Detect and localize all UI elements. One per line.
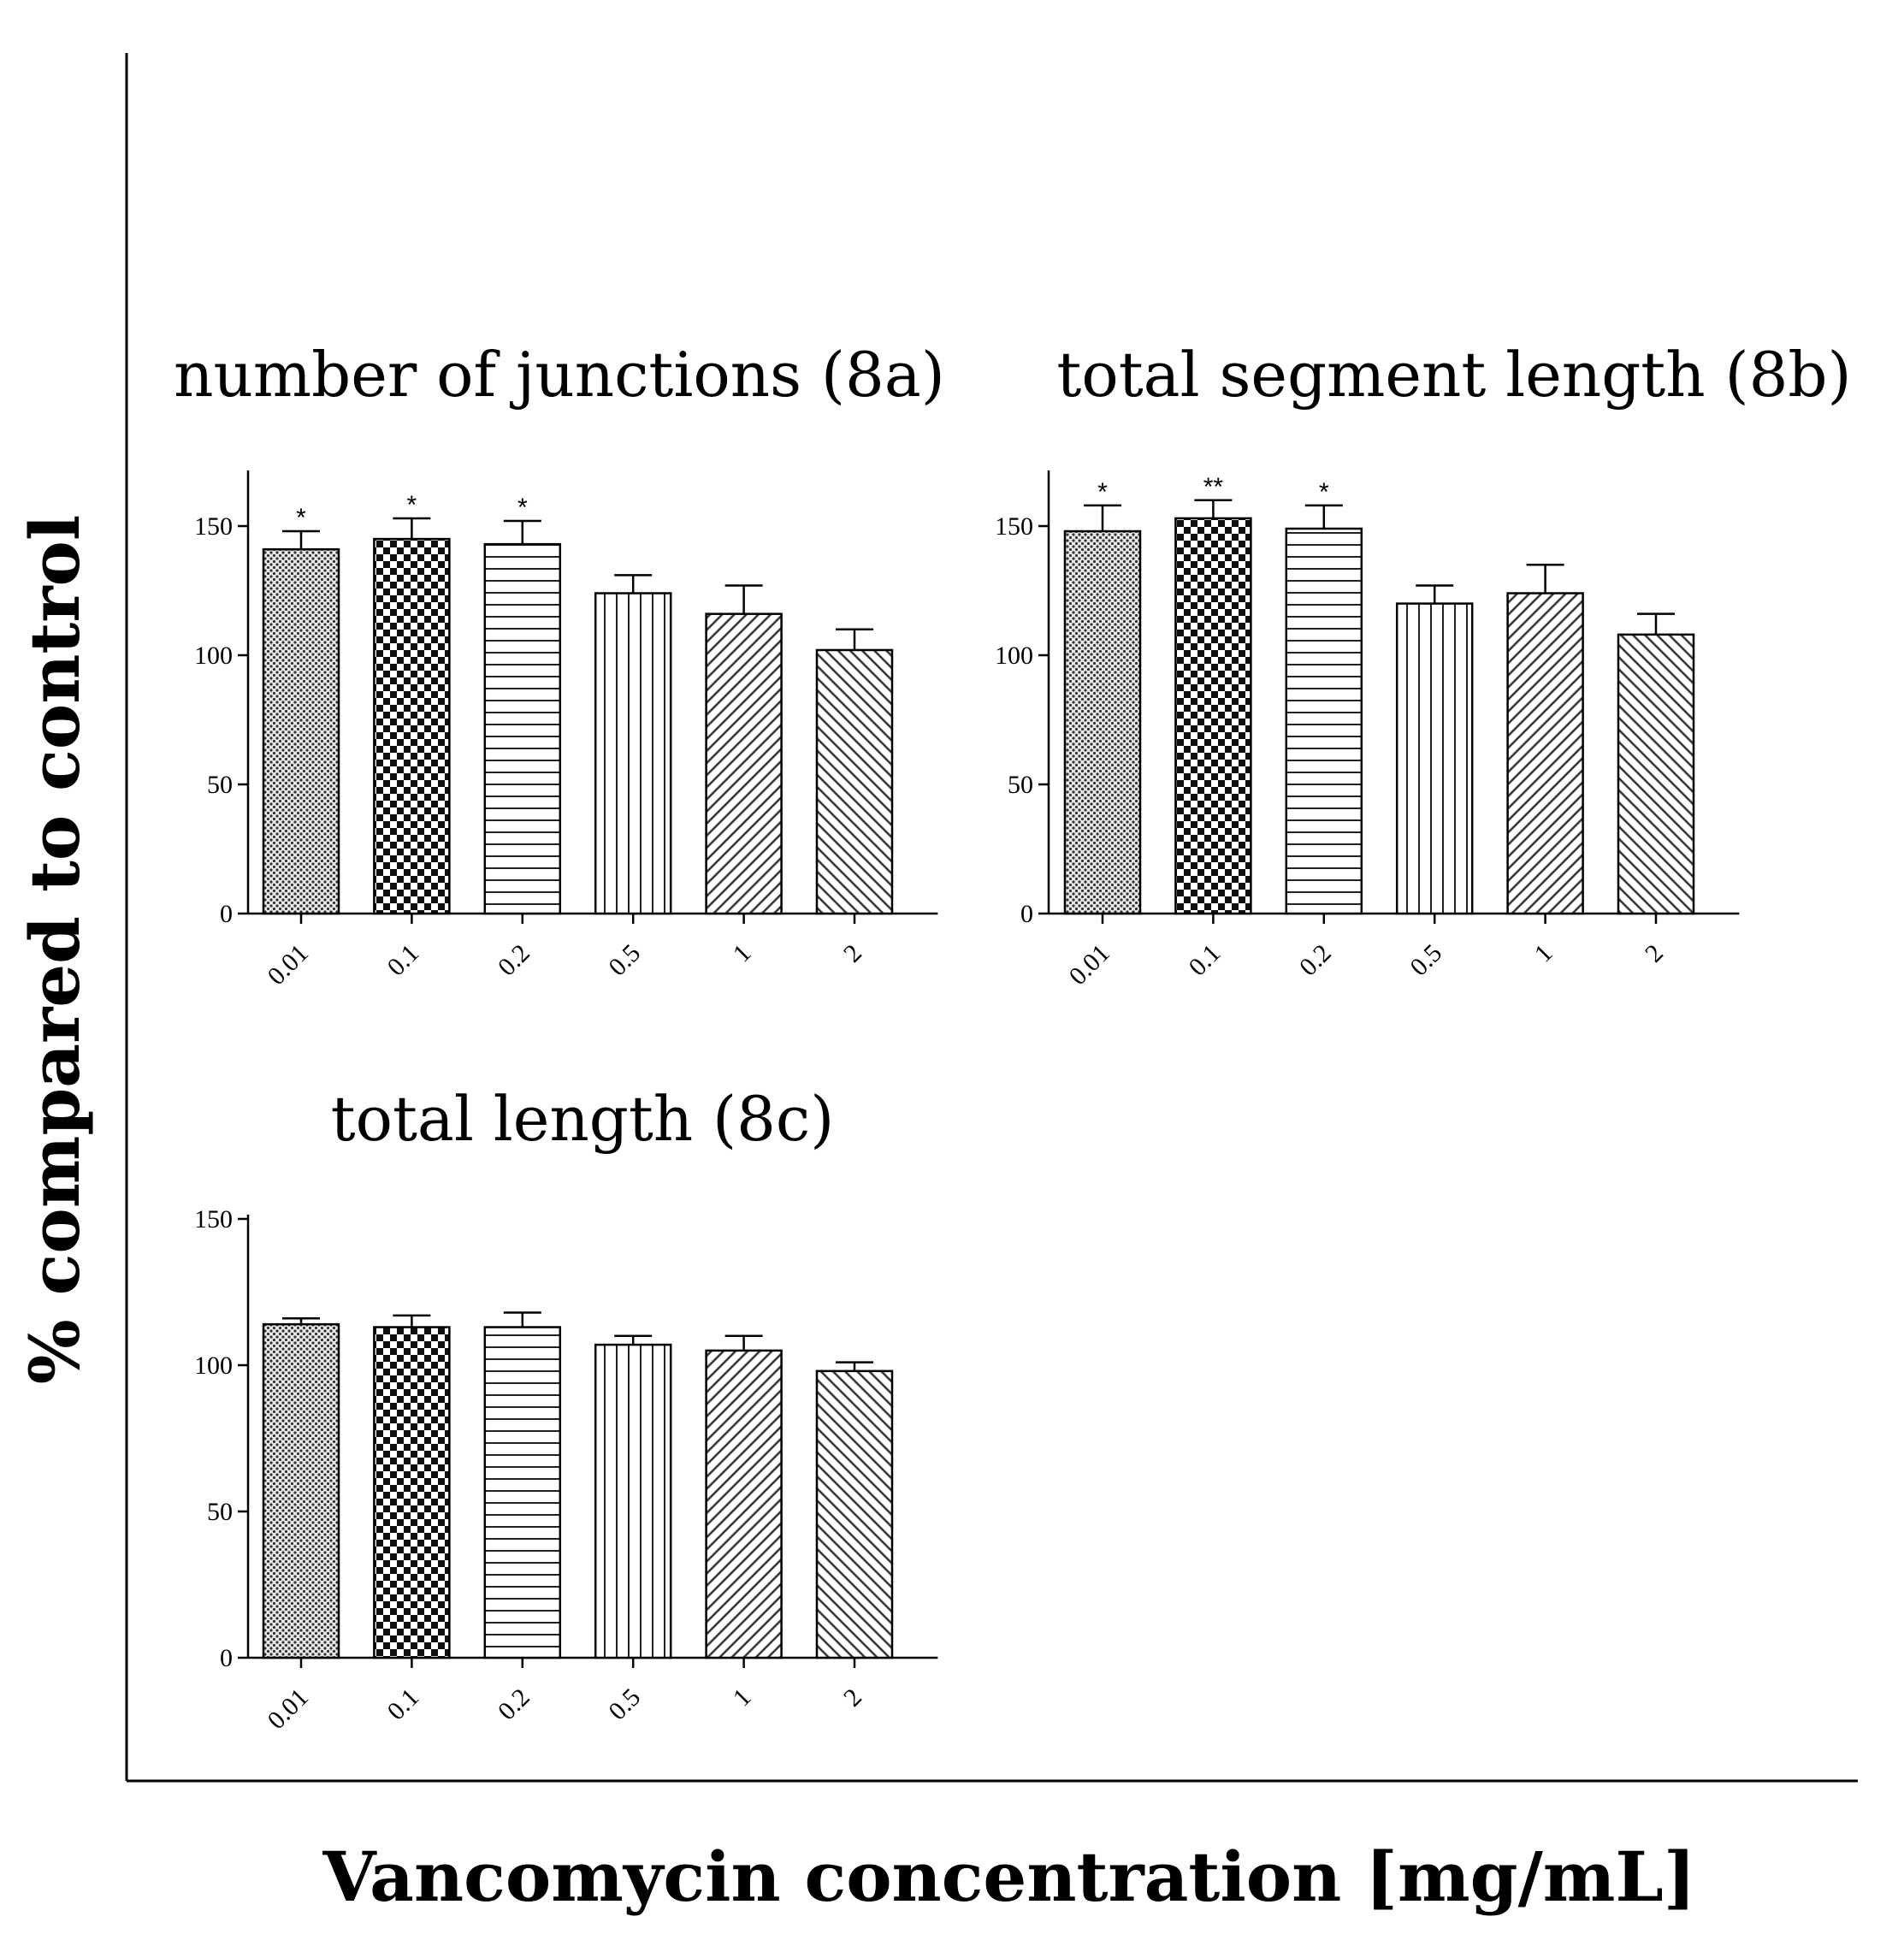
bar-1 xyxy=(705,612,783,915)
figure-xlabel: Vancomycin concentration [mg/mL] xyxy=(322,1837,1695,1917)
bar-0.01 xyxy=(262,1322,340,1659)
bar-0.01 xyxy=(262,547,340,915)
y-tick-label: 150 xyxy=(995,512,1033,541)
x-tick-label: 1 xyxy=(1529,939,1558,968)
y-tick-label: 50 xyxy=(207,771,233,799)
bar-0.2 xyxy=(1285,527,1363,915)
significance-mark: ** xyxy=(1203,473,1224,501)
y-tick-label: 0 xyxy=(220,1644,233,1672)
x-tick-label: 1 xyxy=(728,1683,757,1712)
bar-0.2 xyxy=(483,542,562,915)
x-tick-label: 0.5 xyxy=(603,1683,646,1726)
bar-0.1 xyxy=(373,537,451,915)
x-tick-label: 0.1 xyxy=(381,1683,424,1726)
x-tick-label: 0.2 xyxy=(493,1683,535,1726)
bar-0.5 xyxy=(1395,602,1474,915)
x-tick-label: 0.1 xyxy=(1183,939,1226,982)
panel-8c: total length (8c) 0 50 100 150 0.01 0.1 0.2 0.5 1… xyxy=(194,1083,938,1735)
panel-8a: number of junctions (8a) 0 50 100 150 * 0.01 * 0… xyxy=(174,339,945,991)
x-tick-label: 0.01 xyxy=(1063,939,1115,991)
y-tick-label: 0 xyxy=(1020,900,1033,928)
x-tick-label: 0.2 xyxy=(493,939,535,982)
x-tick-label: 2 xyxy=(1640,939,1669,968)
bar-0.5 xyxy=(594,592,672,915)
y-tick-label: 50 xyxy=(207,1498,233,1526)
bar-2 xyxy=(1617,633,1695,915)
significance-mark: * xyxy=(1097,478,1108,506)
panel-8b: total segment length (8b) 0 50 100 150 * 0.01 *… xyxy=(995,339,1852,991)
panel-title: total segment length (8b) xyxy=(1056,339,1851,411)
x-tick-label: 0.01 xyxy=(262,939,313,991)
bar-1 xyxy=(705,1349,783,1659)
bar-0.01 xyxy=(1063,529,1142,915)
y-tick-label: 150 xyxy=(194,512,233,541)
x-tick-label: 0.1 xyxy=(381,939,424,982)
bar-1 xyxy=(1506,592,1584,915)
y-tick-label: 100 xyxy=(995,642,1033,670)
y-tick-label: 50 xyxy=(1008,771,1033,799)
significance-mark: * xyxy=(1319,478,1329,506)
y-tick-label: 0 xyxy=(220,900,233,928)
bar-0.1 xyxy=(373,1326,451,1659)
x-tick-label: 1 xyxy=(728,939,757,968)
x-tick-label: 0.2 xyxy=(1294,939,1337,982)
y-tick-label: 100 xyxy=(194,642,233,670)
significance-mark: * xyxy=(407,491,417,519)
bar-2 xyxy=(815,1369,894,1659)
significance-mark: * xyxy=(517,494,528,522)
y-tick-label: 100 xyxy=(194,1352,233,1380)
x-tick-label: 0.5 xyxy=(1404,939,1447,982)
x-tick-label: 2 xyxy=(838,1683,867,1712)
panel-title: total length (8c) xyxy=(331,1083,835,1155)
x-tick-label: 2 xyxy=(838,939,867,968)
x-tick-label: 0.01 xyxy=(262,1683,313,1735)
figure-ylabel: % compared to control xyxy=(15,515,95,1384)
bar-2 xyxy=(815,648,894,915)
x-tick-label: 0.5 xyxy=(603,939,646,982)
significance-mark: * xyxy=(296,504,306,532)
bar-0.5 xyxy=(594,1343,672,1659)
y-tick-label: 150 xyxy=(194,1205,233,1233)
panel-title: number of junctions (8a) xyxy=(174,339,945,411)
bar-0.2 xyxy=(483,1326,562,1659)
bar-0.1 xyxy=(1174,517,1252,915)
